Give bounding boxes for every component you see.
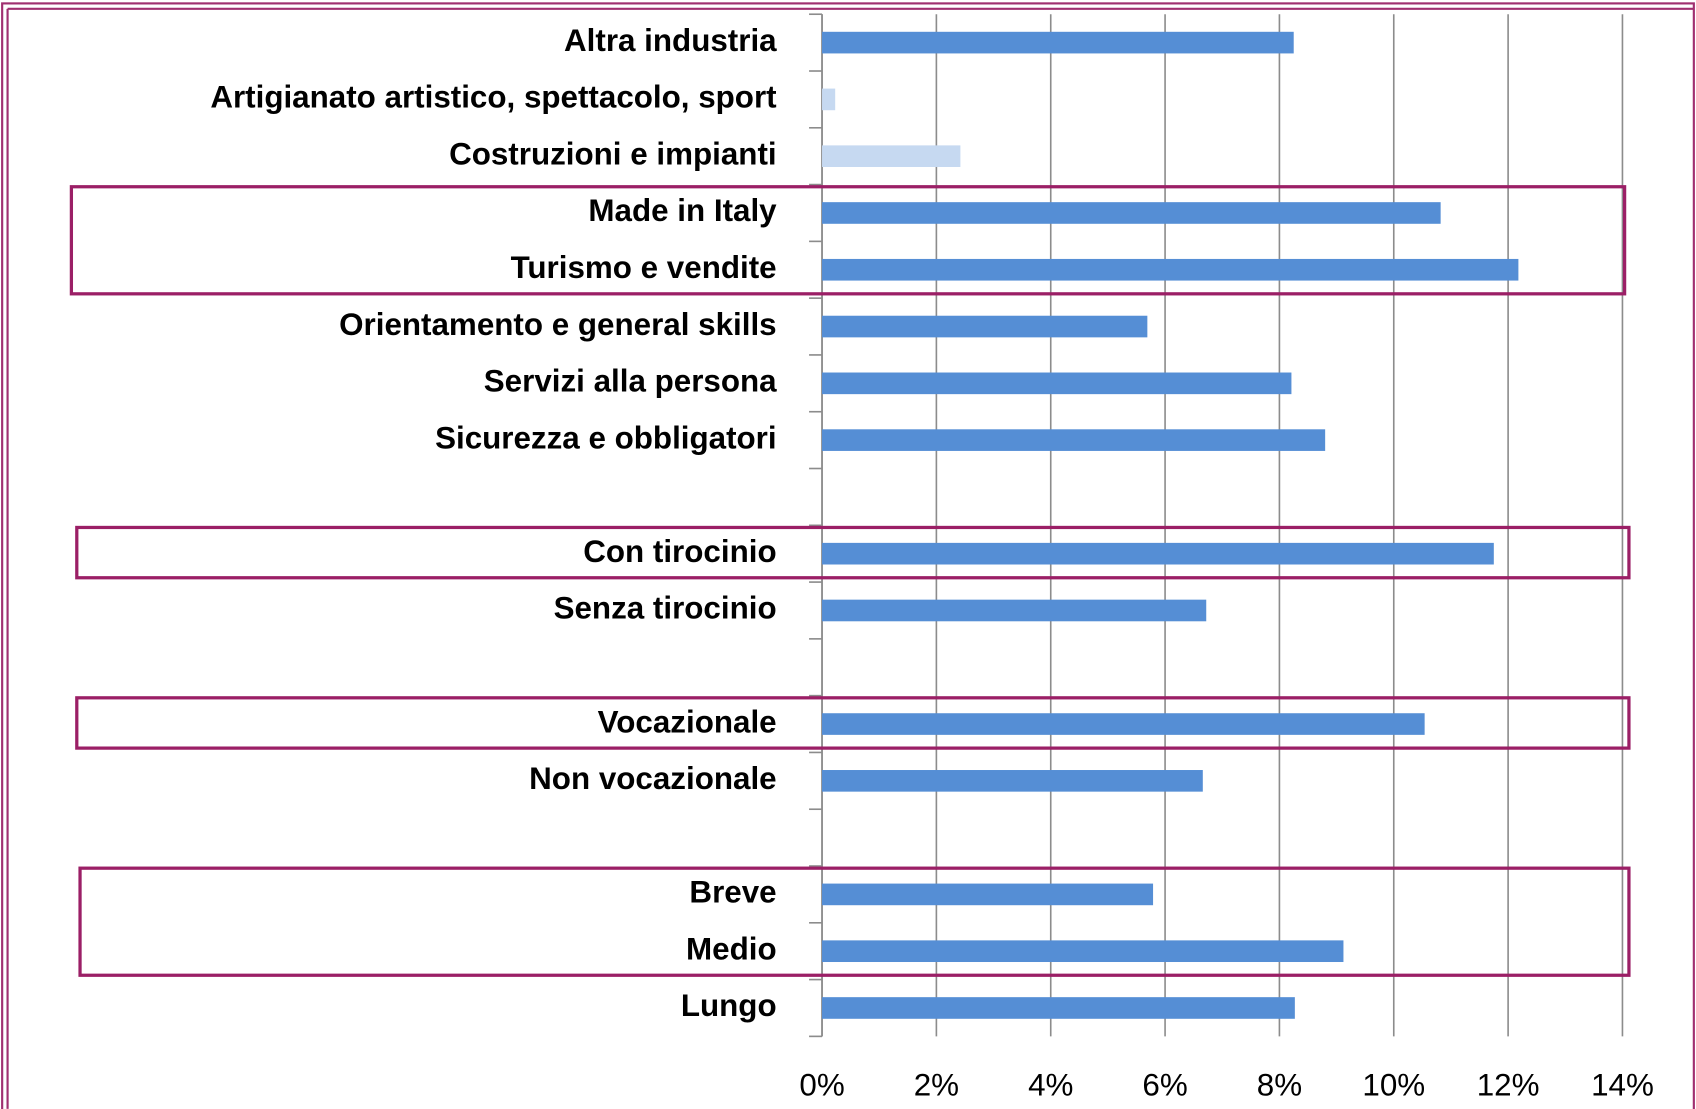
bar — [822, 145, 961, 168]
bar — [822, 713, 1425, 735]
y-tick-label: Sicurezza e obbligatori — [435, 420, 777, 455]
bar — [822, 202, 1441, 224]
y-tick-label: Senza tirocinio — [554, 591, 777, 626]
y-tick-label: Orientamento e general skills — [339, 307, 776, 342]
y-tick-label: Breve — [689, 875, 776, 910]
x-tick-label: 14% — [1591, 1067, 1654, 1102]
highlight-box — [75, 696, 1631, 750]
highlight-box — [78, 866, 1631, 977]
bar — [822, 940, 1344, 963]
x-tick-label: 10% — [1362, 1067, 1425, 1102]
x-tick-label: 2% — [914, 1067, 959, 1102]
bar — [822, 429, 1326, 451]
bar — [822, 770, 1203, 792]
bar — [822, 31, 1294, 54]
bar — [822, 372, 1292, 395]
y-tick-label: Servizi alla persona — [484, 364, 777, 399]
x-tick-label: 12% — [1477, 1067, 1540, 1102]
x-tick-label: 4% — [1028, 1067, 1073, 1102]
highlight-box — [69, 185, 1627, 296]
x-tick-label: 6% — [1142, 1067, 1187, 1102]
bar — [822, 258, 1519, 281]
y-tick-label: Lungo — [681, 988, 777, 1023]
bar — [822, 542, 1494, 565]
y-tick-label: Non vocazionale — [529, 761, 776, 796]
bar — [822, 997, 1295, 1019]
x-tick-label: 0% — [799, 1067, 844, 1102]
y-tick-label: Costruzioni e impianti — [449, 136, 777, 171]
y-tick-label: Made in Italy — [588, 193, 777, 228]
x-tick-label: 8% — [1257, 1067, 1302, 1102]
y-tick-label: Medio — [686, 931, 777, 966]
bar — [822, 599, 1207, 622]
bar — [822, 88, 836, 111]
y-tick-label: Artigianato artistico, spettacolo, sport — [210, 80, 777, 115]
bar — [822, 315, 1148, 338]
y-tick-label: Con tirocinio — [583, 534, 776, 569]
y-tick-label: Vocazionale — [598, 704, 777, 739]
bar — [822, 883, 1154, 906]
highlight-box — [75, 525, 1631, 580]
y-tick-label: Turismo e vendite — [511, 250, 777, 285]
y-tick-label: Altra industria — [564, 23, 777, 58]
